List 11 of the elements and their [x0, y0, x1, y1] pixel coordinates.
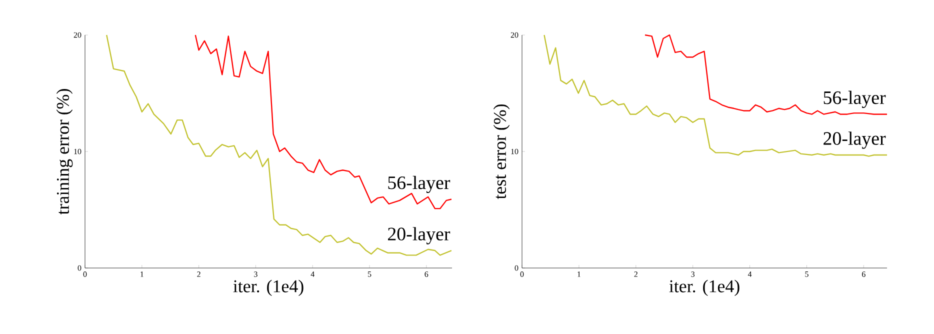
y-axis-title: training error (%) — [56, 89, 73, 215]
y-axis-title: test error (%) — [493, 104, 510, 200]
x-axis-title: iter. (1e4) — [233, 280, 304, 296]
series-label: 56-layer — [388, 176, 450, 194]
series-label: 20-layer — [388, 227, 450, 244]
series-label: 56-layer — [824, 90, 886, 108]
line-series — [106, 34, 452, 256]
series-label: 20-layer — [824, 132, 886, 149]
line-series — [644, 34, 888, 115]
line-series — [194, 34, 452, 210]
x-axis-title: iter. (1e4) — [669, 280, 740, 296]
